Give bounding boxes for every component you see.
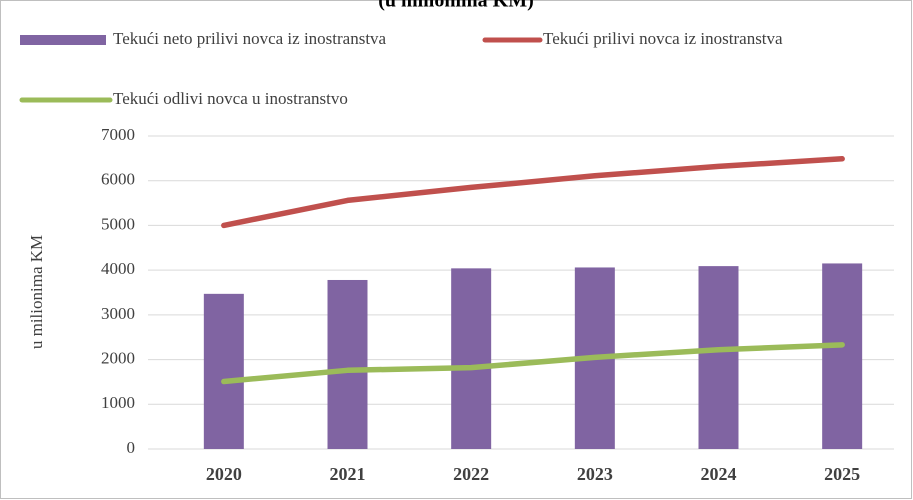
x-tick-label: 2024 (701, 464, 737, 484)
x-tick-label: 2020 (206, 464, 242, 484)
bar (698, 266, 739, 449)
y-tick-label: 0 (127, 438, 136, 457)
legend-label: Tekući prilivi novca iz inostranstva (543, 29, 783, 48)
chart-title: (u milionima KM) (378, 0, 534, 12)
y-tick-label: 5000 (101, 214, 135, 233)
y-tick-label: 1000 (101, 393, 135, 412)
bar (451, 268, 492, 449)
legend-label: Tekući neto prilivi novca iz inostranstv… (113, 29, 387, 48)
bar (203, 293, 244, 449)
x-tick-label: 2022 (453, 464, 489, 484)
legend-swatch (20, 35, 106, 45)
y-axis-label: u milionima KM (27, 235, 46, 349)
x-tick-label: 2021 (330, 464, 366, 484)
y-tick-label: 3000 (101, 304, 135, 323)
line (221, 342, 845, 385)
x-tick-label: 2023 (577, 464, 613, 484)
x-tick-label: 2025 (824, 464, 860, 484)
y-tick-label: 7000 (101, 125, 135, 144)
y-tick-label: 4000 (101, 259, 135, 278)
y-tick-label: 2000 (101, 348, 135, 367)
bar (327, 279, 368, 449)
y-tick-label: 6000 (101, 170, 135, 189)
line (221, 156, 845, 229)
legend-label: Tekući odlivi novca u inostranstvo (113, 89, 348, 108)
bar (822, 263, 863, 449)
